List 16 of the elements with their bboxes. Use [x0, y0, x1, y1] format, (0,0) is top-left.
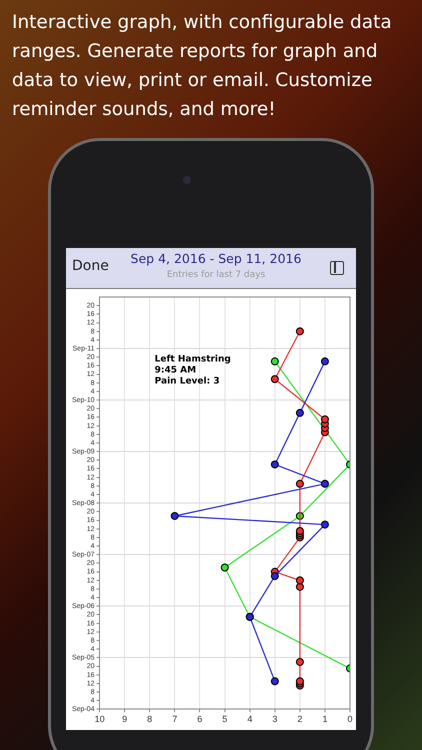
x-tick-label: 7 [172, 714, 178, 724]
x-tick-label: 1 [322, 714, 328, 724]
x-tick-label: 0 [347, 714, 353, 724]
chart-title: Sep 4, 2016 - Sep 11, 2016 [130, 251, 302, 266]
text: Done [72, 258, 109, 274]
x-tick-label: 4 [247, 714, 252, 724]
x-tick-label: 9 [122, 714, 128, 724]
chart-subtitle: Entries for last 7 days [166, 270, 266, 280]
x-tick-label: 10 [94, 714, 105, 724]
annotation: Left Hamstring 9:45 AM Pain Level: 3 [154, 354, 231, 386]
text: Interactive graph, with configurable data ranges. Generate reports for graph and data to view, print or email. Customize reminder sounds, and more! [12, 11, 393, 122]
x-tick-label: 5 [222, 714, 228, 724]
x-tick-label: 3 [272, 714, 278, 724]
x-tick-label: 6 [197, 714, 202, 724]
x-tick-label: 2 [297, 714, 302, 724]
x-tick-label: 8 [147, 714, 152, 724]
